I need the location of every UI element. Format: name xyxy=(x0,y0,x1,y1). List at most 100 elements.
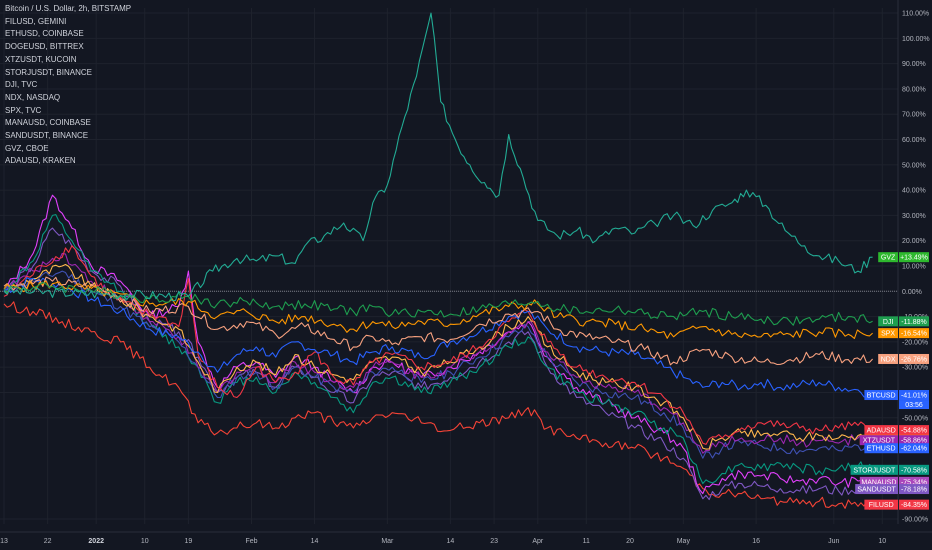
series-name-label: GVZ xyxy=(881,255,896,262)
x-tick-label: 10 xyxy=(141,538,149,545)
series-value-label: -62.04% xyxy=(901,446,927,453)
legend-items: FILUSD, GEMINI ETHUSD, COINBASE DOGEUSD, B… xyxy=(5,16,131,168)
x-tick-label: Apr xyxy=(532,538,544,545)
series-name-label: FILUSD xyxy=(869,502,894,509)
series-name-label: SANDUSDT xyxy=(857,487,896,494)
series-name-label: ADAUSD xyxy=(867,428,896,435)
btc-countdown-tag xyxy=(899,400,929,410)
series-value-tag xyxy=(899,476,929,487)
series-line-gvz xyxy=(3,12,873,302)
series-name-tag xyxy=(878,316,898,327)
legend-item[interactable]: NDX, NASDAQ xyxy=(5,92,61,102)
series-line-btcusd xyxy=(3,277,874,398)
series-name-label: STORJUSDT xyxy=(853,467,896,474)
y-tick-label: -50.00% xyxy=(902,415,928,422)
legend-item[interactable]: MANAUSD, COINBASE xyxy=(5,118,91,128)
series-tag-sandusdt: SANDUSDT -78.18% xyxy=(855,484,929,495)
y-tick-label: -90.00% xyxy=(902,516,928,523)
series-value-tag xyxy=(899,252,929,263)
x-tick-label: 13 xyxy=(0,538,8,545)
series-value-label: -26.76% xyxy=(901,356,927,363)
y-tick-label: 30.00% xyxy=(902,213,926,220)
series-lines xyxy=(3,12,874,510)
legend-item[interactable]: SPX, TVC xyxy=(5,105,42,115)
series-name-label: SPX xyxy=(881,331,895,338)
legend-item[interactable]: STORJUSDT, BINANCE xyxy=(5,67,92,77)
legend-item[interactable]: FILUSD, GEMINI xyxy=(5,16,67,26)
series-name-label: XTZUSDT xyxy=(863,438,896,445)
series-tag-btcusd: BTCUSD -41.01% 03:56 xyxy=(864,390,929,410)
series-line-xtzusdt xyxy=(3,252,873,454)
series-tag-gvz: GVZ +13.49% xyxy=(878,252,929,263)
series-value-tag xyxy=(899,328,929,339)
series-name-label: BTCUSD xyxy=(867,393,896,400)
legend-title: Bitcoin / U.S. Dollar, 2h, BITSTAMP xyxy=(5,4,132,13)
y-tick-label: 80.00% xyxy=(902,86,926,93)
series-tag-filusd: FILUSD -84.35% xyxy=(864,499,929,510)
series-line-filusd xyxy=(3,301,874,510)
y-tick-label: -30.00% xyxy=(902,365,928,372)
series-name-tag xyxy=(878,328,898,339)
series-tag-spx: SPX -16.54% xyxy=(878,328,929,339)
legend-item[interactable]: SANDUSDT, BINANCE xyxy=(5,131,89,141)
series-line-dogeusd xyxy=(3,263,873,450)
legend-item[interactable]: ETHUSD, COINBASE xyxy=(5,29,84,39)
series-name-tag xyxy=(878,252,898,263)
series-tag-storjusdt: STORJUSDT -70.58% xyxy=(850,464,929,475)
series-tag-ndx: NDX -26.76% xyxy=(878,353,929,364)
series-value-tag xyxy=(899,316,929,327)
y-tick-label: -20.00% xyxy=(902,339,928,346)
legend-item[interactable]: ADAUSD, KRAKEN xyxy=(5,156,76,166)
legend-item[interactable]: DOGEUSD, BITTREX xyxy=(5,42,84,52)
x-tick-label: May xyxy=(677,538,691,545)
series-value-tag xyxy=(899,464,929,475)
series-name-tag xyxy=(864,443,898,454)
series-value-tag xyxy=(899,443,929,454)
series-line-ndx xyxy=(3,276,874,366)
legend-item[interactable]: XTZUSDT, KUCOIN xyxy=(5,54,77,64)
y-tick-label: 90.00% xyxy=(902,61,926,68)
x-tick-label: 20 xyxy=(626,538,634,545)
series-value-tag xyxy=(899,499,929,510)
series-name-tag xyxy=(859,435,898,446)
legend-item[interactable]: DJI, TVC xyxy=(5,80,38,90)
y-tick-label: 100.00% xyxy=(902,36,930,43)
y-tick-label: 0.00% xyxy=(902,289,922,296)
series-value-tag xyxy=(899,484,929,495)
series-value-label: +13.49% xyxy=(900,255,928,262)
series-value-label: -41.01% xyxy=(901,393,927,400)
series-line-adausd xyxy=(3,245,874,445)
series-name-tag xyxy=(864,499,898,510)
series-value-label: -54.88% xyxy=(901,428,927,435)
x-tick-label: 10 xyxy=(878,538,886,545)
x-tick-label: 23 xyxy=(490,538,498,545)
series-name-label: MANAUSD xyxy=(861,479,896,486)
y-tick-label: 70.00% xyxy=(902,112,926,119)
series-name-label: ETHUSD xyxy=(867,446,896,453)
series-line-dji xyxy=(3,281,873,326)
y-tick-label: 50.00% xyxy=(902,162,926,169)
legend: Bitcoin / U.S. Dollar, 2h, BITSTAMP FILU… xyxy=(5,3,131,168)
x-tick-label: 22 xyxy=(44,538,52,545)
series-value-label: -70.58% xyxy=(901,467,927,474)
x-tick-label: 2022 xyxy=(88,538,104,545)
series-name-tag xyxy=(850,464,898,475)
series-tag-manausd: MANAUSD -75.34% xyxy=(859,476,929,487)
x-tick-label: Mar xyxy=(381,538,394,545)
btc-countdown-label: 03:56 xyxy=(905,402,923,409)
series-tag-dji: DJI -11.88% xyxy=(878,316,929,327)
series-value-tag xyxy=(899,425,929,436)
legend-item[interactable]: GVZ, CBOE xyxy=(5,143,49,153)
series-value-label: -11.88% xyxy=(901,319,927,326)
series-line-spx xyxy=(3,280,873,340)
y-tick-label: 10.00% xyxy=(902,264,926,271)
series-value-label: -16.54% xyxy=(901,331,927,338)
x-tick-label: 14 xyxy=(447,538,455,545)
x-tick-label: 19 xyxy=(184,538,192,545)
series-name-tag xyxy=(859,476,898,487)
y-tick-label: 20.00% xyxy=(902,238,926,245)
series-value-tag xyxy=(899,390,929,401)
series-name-label: NDX xyxy=(881,356,896,363)
series-tag-adausd: ADAUSD -54.88% xyxy=(864,425,929,436)
